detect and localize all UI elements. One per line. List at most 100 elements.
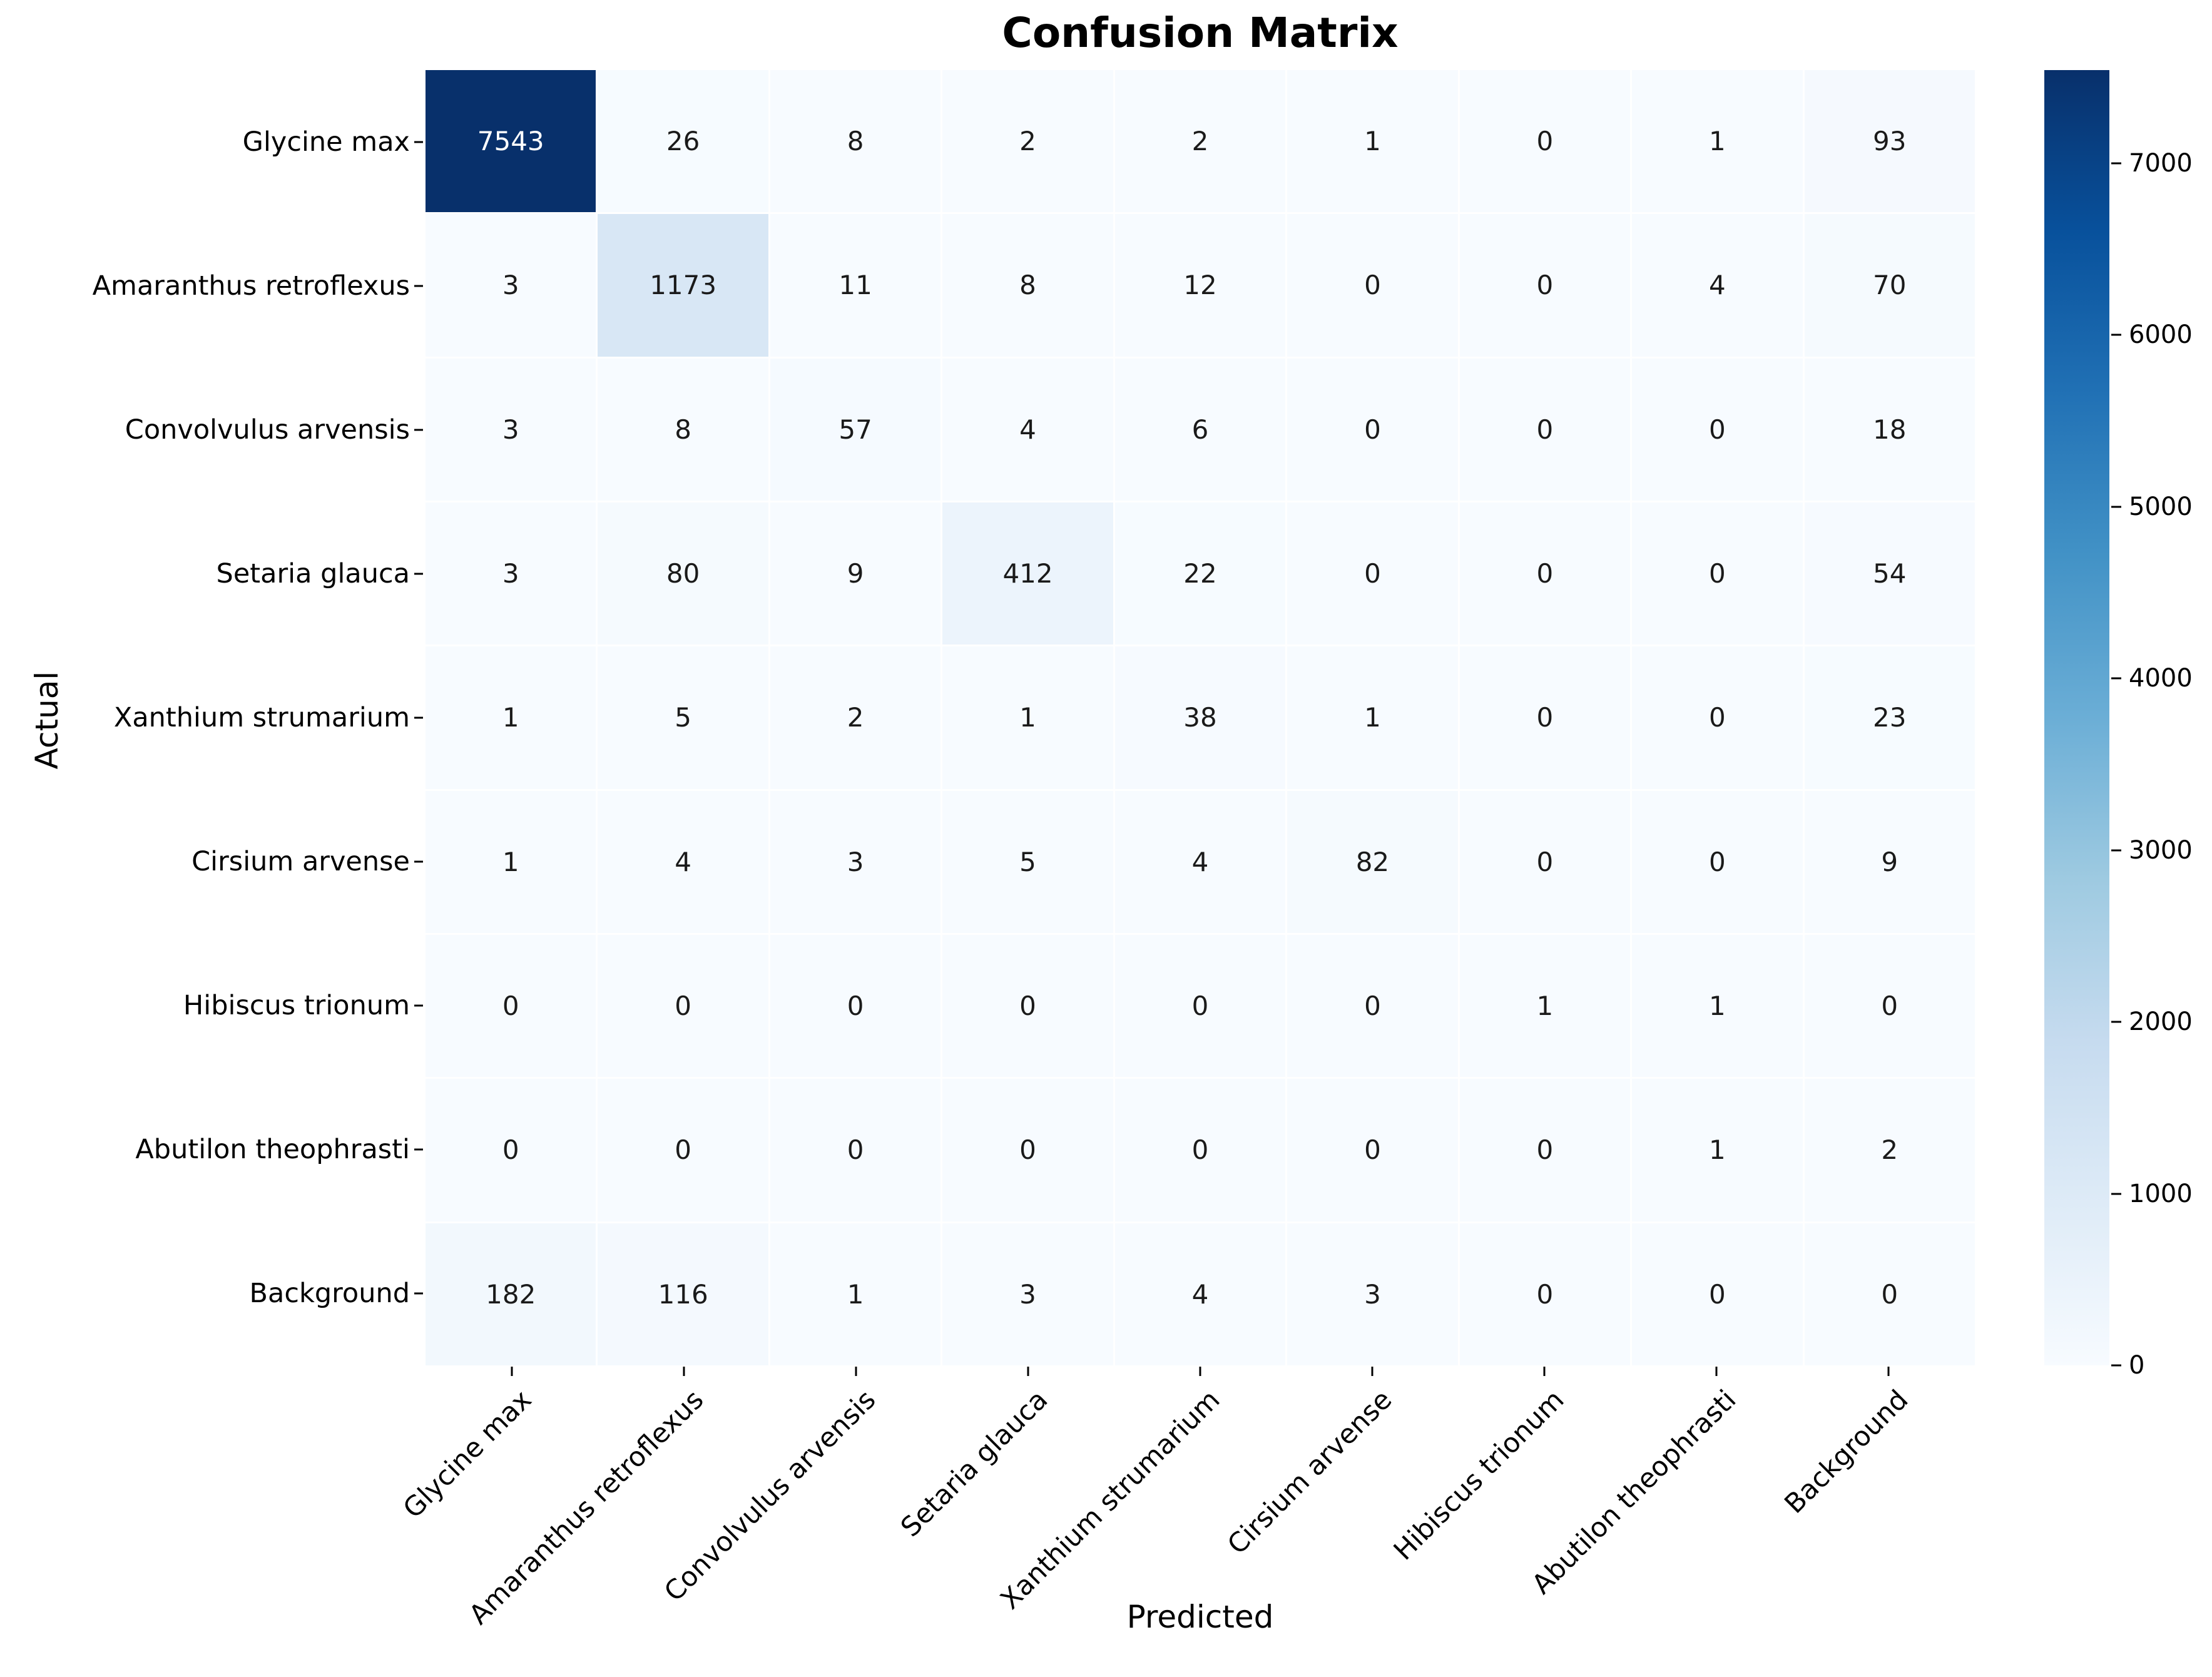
- heatmap-cell: 0: [770, 934, 941, 1078]
- y-tick-label: Abutilon theophrasti: [135, 1134, 410, 1165]
- heatmap-cell: 0: [1287, 358, 1458, 501]
- heatmap-cell: 0: [1459, 646, 1631, 789]
- x-tick-mark: [683, 1367, 685, 1376]
- heatmap-cell: 1: [426, 790, 596, 933]
- heatmap-cell: 182: [426, 1223, 596, 1365]
- y-tick-label: Background: [249, 1278, 410, 1309]
- y-tick-mark: [414, 1148, 423, 1151]
- heatmap-cell: 2: [942, 70, 1113, 213]
- heatmap-grid: 7543 26 8 2 2 1 0 1 93 3 1173 11 8 12 0 0 4 70 3 8 57 4 6 0 0 0 18…: [426, 70, 1975, 1365]
- heatmap-cell: 0: [942, 1079, 1113, 1221]
- heatmap-cell: 5: [942, 790, 1113, 933]
- heatmap-cell: 0: [1459, 70, 1631, 213]
- heatmap-cell: 3: [770, 790, 941, 933]
- heatmap-cell: 12: [1114, 214, 1286, 357]
- heatmap-cell: 1173: [598, 214, 768, 357]
- heatmap-cell: 0: [1459, 1079, 1631, 1221]
- heatmap-cell: 0: [1459, 214, 1631, 357]
- heatmap-cell: 0: [1287, 502, 1458, 645]
- heatmap-cell: 70: [1804, 214, 1975, 357]
- x-tick-mark: [1543, 1367, 1546, 1376]
- heatmap-cell: 23: [1804, 646, 1975, 789]
- heatmap-cell: 54: [1804, 502, 1975, 645]
- heatmap-cell: 9: [770, 502, 941, 645]
- heatmap-cell: 0: [1114, 1079, 1286, 1221]
- heatmap-cell: 1: [1632, 1079, 1803, 1221]
- colorbar-tick-label: 7000: [2129, 149, 2193, 178]
- colorbar-tick-label: 2000: [2129, 1007, 2193, 1037]
- heatmap-cell: 0: [1804, 1223, 1975, 1365]
- colorbar-tick-label: 6000: [2129, 320, 2193, 350]
- heatmap-cell: 0: [1632, 646, 1803, 789]
- colorbar-tick-label: 3000: [2129, 835, 2193, 865]
- heatmap-cell: 3: [942, 1223, 1113, 1365]
- heatmap-cell: 2: [1114, 70, 1286, 213]
- heatmap-cell: 1: [426, 646, 596, 789]
- x-tick-mark: [511, 1367, 513, 1376]
- heatmap-cell: 0: [598, 934, 768, 1078]
- heatmap-cell: 6: [1114, 358, 1286, 501]
- heatmap-cell: 7543: [426, 70, 596, 213]
- heatmap-cell: 4: [1114, 790, 1286, 933]
- heatmap-cell: 3: [426, 502, 596, 645]
- x-tick-mark: [1371, 1367, 1374, 1376]
- heatmap-cell: 5: [598, 646, 768, 789]
- colorbar-tick-mark: [2111, 1364, 2121, 1367]
- y-tick-label: Xanthium strumarium: [113, 702, 410, 733]
- heatmap-cell: 0: [1114, 934, 1286, 1078]
- y-tick-label: Setaria glauca: [216, 558, 410, 589]
- heatmap-cell: 0: [1804, 934, 1975, 1078]
- heatmap-cell: 4: [942, 358, 1113, 501]
- heatmap-cell: 0: [1632, 790, 1803, 933]
- y-tick-mark: [414, 285, 423, 287]
- y-tick-label: Amaranthus retroflexus: [92, 270, 410, 302]
- heatmap-cell: 4: [1632, 214, 1803, 357]
- heatmap-cell: 1: [1632, 70, 1803, 213]
- heatmap-cell: 3: [426, 214, 596, 357]
- colorbar-tick-label: 5000: [2129, 492, 2193, 521]
- heatmap-cell: 4: [598, 790, 768, 933]
- heatmap-cell: 22: [1114, 502, 1286, 645]
- heatmap-cell: 1: [1632, 934, 1803, 1078]
- y-tick-mark: [414, 573, 423, 575]
- heatmap-cell: 0: [1287, 214, 1458, 357]
- colorbar-tick-label: 4000: [2129, 664, 2193, 693]
- heatmap-cell: 0: [1459, 502, 1631, 645]
- y-tick-mark: [414, 716, 423, 719]
- heatmap-cell: 0: [1459, 358, 1631, 501]
- x-tick-mark: [1199, 1367, 1201, 1376]
- colorbar-tick-mark: [2111, 162, 2121, 165]
- colorbar-tick-mark: [2111, 849, 2121, 852]
- colorbar-tick-mark: [2111, 1021, 2121, 1023]
- y-tick-mark: [414, 429, 423, 431]
- heatmap-cell: 0: [1632, 358, 1803, 501]
- heatmap-cell: 0: [598, 1079, 768, 1221]
- y-tick-mark: [414, 860, 423, 863]
- colorbar: [2044, 70, 2109, 1365]
- heatmap-cell: 1: [1459, 934, 1631, 1078]
- y-tick-mark: [414, 1004, 423, 1007]
- heatmap-cell: 0: [1287, 1079, 1458, 1221]
- heatmap-cell: 0: [1459, 1223, 1631, 1365]
- colorbar-tick-mark: [2111, 506, 2121, 508]
- heatmap-cell: 9: [1804, 790, 1975, 933]
- chart-title: Confusion Matrix: [1002, 9, 1399, 57]
- y-tick-label: Hibiscus trionum: [183, 990, 410, 1021]
- y-tick-label: Convolvulus arvensis: [125, 414, 410, 446]
- heatmap-cell: 0: [1632, 502, 1803, 645]
- y-tick-mark: [414, 141, 423, 143]
- heatmap-cell: 0: [426, 1079, 596, 1221]
- x-tick-mark: [855, 1367, 857, 1376]
- heatmap-cell: 2: [770, 646, 941, 789]
- heatmap-cell: 8: [598, 358, 768, 501]
- colorbar-tick-label: 1000: [2129, 1179, 2193, 1208]
- colorbar-tick-mark: [2111, 334, 2121, 336]
- y-tick-label: Glycine max: [242, 126, 410, 158]
- heatmap-cell: 18: [1804, 358, 1975, 501]
- colorbar-tick-mark: [2111, 1193, 2121, 1195]
- heatmap-cell: 11: [770, 214, 941, 357]
- y-tick-mark: [414, 1292, 423, 1295]
- heatmap-cell: 1: [770, 1223, 941, 1365]
- x-axis-label: Predicted: [1126, 1599, 1274, 1635]
